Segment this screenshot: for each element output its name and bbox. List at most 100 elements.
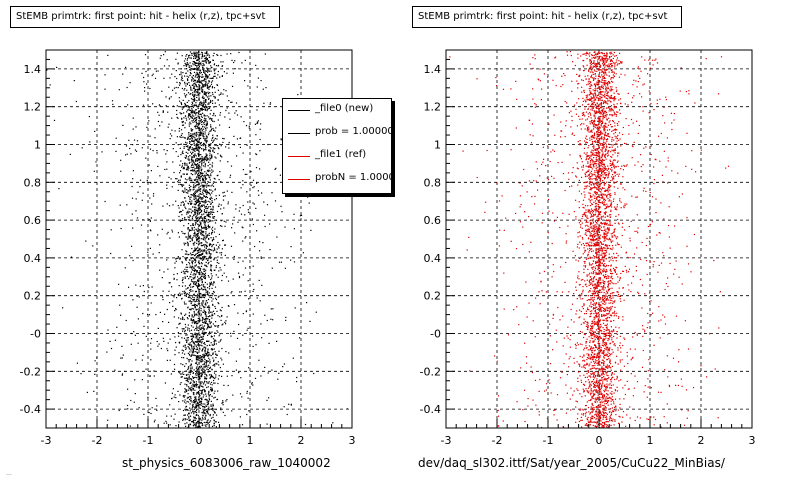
- data-point: [208, 62, 210, 65]
- data-point: [603, 222, 605, 224]
- data-point: [190, 128, 192, 130]
- data-point: [211, 408, 213, 410]
- data-point: [213, 411, 215, 413]
- data-point: [202, 189, 204, 191]
- data-point: [615, 236, 617, 238]
- data-point: [253, 288, 255, 291]
- data-point: [192, 277, 194, 279]
- data-point: [183, 337, 186, 339]
- data-point: [606, 417, 608, 419]
- data-point: [596, 306, 598, 308]
- data-point: [250, 171, 252, 173]
- data-point: [200, 397, 202, 399]
- data-point: [188, 109, 190, 111]
- data-point: [183, 357, 185, 359]
- data-point: [227, 201, 229, 203]
- data-point: [205, 189, 207, 191]
- data-point: [207, 352, 209, 354]
- data-point: [184, 276, 186, 278]
- data-point: [590, 226, 592, 228]
- data-point: [562, 345, 564, 347]
- data-point: [207, 371, 209, 373]
- data-point: [161, 90, 163, 92]
- data-point: [591, 349, 593, 351]
- data-point: [205, 199, 207, 201]
- data-point: [142, 285, 144, 287]
- data-point: [189, 106, 191, 108]
- data-point: [207, 224, 210, 226]
- data-point: [208, 292, 210, 294]
- data-point: [209, 149, 211, 151]
- data-point: [201, 51, 203, 53]
- data-point: [194, 211, 196, 213]
- data-point: [203, 97, 205, 99]
- data-point: [589, 59, 591, 61]
- data-point: [148, 286, 150, 289]
- data-point: [208, 219, 210, 221]
- data-point: [189, 200, 191, 203]
- data-point: [187, 324, 189, 326]
- data-point: [181, 214, 183, 216]
- data-point: [242, 169, 244, 171]
- x-tick-label: -2: [92, 434, 103, 447]
- data-point: [184, 271, 186, 273]
- data-point: [193, 421, 195, 424]
- data-point: [192, 251, 194, 253]
- data-point: [189, 300, 191, 302]
- data-point: [292, 357, 294, 359]
- data-point: [204, 349, 206, 351]
- data-point: [252, 202, 254, 204]
- data-point: [589, 90, 591, 92]
- data-point: [198, 299, 200, 301]
- data-point: [202, 112, 204, 114]
- data-point: [189, 69, 191, 71]
- data-point: [238, 210, 240, 212]
- data-point: [601, 156, 603, 158]
- data-point: [133, 331, 135, 333]
- data-point: [155, 314, 157, 316]
- data-point: [168, 98, 170, 100]
- data-point: [189, 371, 191, 373]
- data-point: [150, 182, 152, 184]
- data-point: [202, 367, 204, 369]
- data-point: [290, 246, 292, 248]
- data-point: [194, 121, 196, 123]
- data-point: [235, 208, 237, 210]
- data-point: [202, 249, 204, 251]
- data-point: [186, 138, 188, 140]
- data-point: [593, 272, 595, 274]
- data-point: [215, 266, 217, 269]
- data-point: [209, 366, 211, 368]
- data-point: [247, 327, 249, 329]
- data-point: [212, 364, 214, 367]
- data-point: [166, 168, 168, 170]
- data-point: [222, 323, 224, 325]
- data-point: [197, 168, 199, 170]
- data-point: [242, 240, 244, 242]
- data-point: [189, 419, 191, 421]
- data-point: [213, 291, 215, 293]
- data-point: [206, 242, 208, 244]
- data-point: [195, 423, 197, 425]
- data-point: [197, 163, 199, 165]
- data-point: [189, 155, 191, 157]
- data-point: [194, 76, 196, 78]
- data-point: [206, 228, 208, 230]
- data-point: [180, 333, 182, 335]
- data-point: [191, 89, 193, 91]
- data-point: [556, 419, 558, 421]
- data-point: [623, 365, 625, 367]
- data-point: [242, 227, 244, 229]
- data-point: [189, 54, 191, 56]
- data-point: [203, 342, 205, 345]
- data-point: [132, 144, 134, 146]
- data-point: [157, 111, 159, 113]
- data-point: [208, 344, 211, 346]
- data-point: [197, 158, 200, 161]
- data-point: [197, 53, 199, 55]
- data-point: [197, 303, 199, 305]
- data-point: [209, 113, 211, 115]
- data-point: [252, 335, 254, 337]
- data-point: [181, 184, 183, 187]
- data-point: [192, 411, 194, 413]
